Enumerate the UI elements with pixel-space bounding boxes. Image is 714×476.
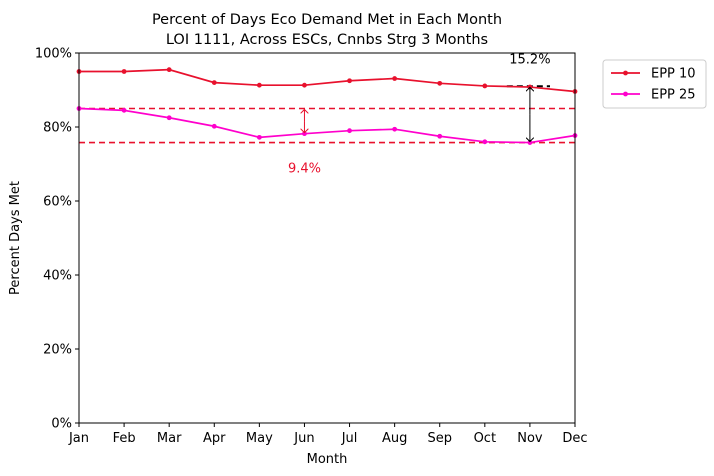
data-point xyxy=(302,82,307,88)
data-point xyxy=(256,82,262,88)
data-point xyxy=(121,107,127,113)
x-axis-label: Month xyxy=(307,452,348,467)
legend-label: EPP 25 xyxy=(651,88,696,103)
legend-box xyxy=(602,59,707,109)
data-point xyxy=(347,128,352,134)
legend-swatch-marker xyxy=(623,70,628,76)
x-tick-label: Jul xyxy=(341,431,358,446)
y-tick-label: 60% xyxy=(43,195,72,210)
y-axis-label: Percent Days Met xyxy=(8,181,23,295)
data-point xyxy=(211,123,217,129)
series-line xyxy=(78,107,576,144)
x-axis: Jan Feb Mar Apr May Jun Jul Aug Sep Oct Nov Dec xyxy=(68,423,588,446)
series-layer xyxy=(76,67,578,145)
chart-title: Percent of Days Eco Demand Met in Each M… xyxy=(152,12,502,28)
legend: EPP 10 EPP 25 xyxy=(602,59,707,109)
x-tick-label: May xyxy=(246,431,273,446)
x-tick-label: Nov xyxy=(517,431,543,446)
series-epp-25 xyxy=(76,106,578,145)
data-point xyxy=(166,67,172,73)
series-line xyxy=(79,68,576,93)
chart-subtitle: LOI 1111, Across ESCs, Cnnbs Strg 3 Mont… xyxy=(166,32,488,48)
x-tick-label: Feb xyxy=(113,431,136,446)
y-tick-label: 20% xyxy=(43,343,72,358)
y-tick-label: 0% xyxy=(51,417,72,432)
legend-swatch-marker xyxy=(623,91,628,97)
data-point xyxy=(482,83,488,89)
y-tick-label: 100% xyxy=(35,47,72,62)
x-tick-label: Oct xyxy=(474,431,496,446)
annotation-label: 9.4% xyxy=(288,162,321,177)
legend-item: EPP 10 xyxy=(611,67,696,82)
annotation-label: 15.2% xyxy=(509,52,550,67)
data-point xyxy=(211,80,217,85)
data-point xyxy=(347,78,352,84)
x-tick-label: Dec xyxy=(562,431,587,446)
x-tick-label: Apr xyxy=(203,431,226,446)
data-point xyxy=(121,69,127,74)
data-point xyxy=(392,76,398,81)
x-tick-label: Sep xyxy=(427,431,452,446)
annotation-threshold-gap: 9.4% xyxy=(288,110,321,177)
data-point xyxy=(256,134,262,140)
y-tick-label: 80% xyxy=(43,121,72,136)
y-tick-label: 40% xyxy=(43,269,72,284)
x-tick-label: Jun xyxy=(293,431,314,446)
data-point xyxy=(437,80,443,86)
data-point xyxy=(437,133,443,139)
x-tick-label: Jan xyxy=(68,431,89,446)
annotation-layer: 9.4% 15.2% xyxy=(288,52,551,176)
legend-label: EPP 10 xyxy=(651,67,696,82)
legend-item: EPP 25 xyxy=(611,88,696,103)
plot-area-frame xyxy=(78,52,576,424)
annotation-total-gap: 15.2% xyxy=(509,52,551,141)
x-tick-label: Aug xyxy=(382,431,407,446)
data-point xyxy=(166,115,172,121)
y-axis: 0% 20% 40% 60% 80% 100% xyxy=(35,47,79,432)
data-point xyxy=(392,126,398,132)
x-tick-label: Mar xyxy=(157,431,182,446)
data-point xyxy=(482,139,488,145)
series-epp-10 xyxy=(76,67,578,94)
